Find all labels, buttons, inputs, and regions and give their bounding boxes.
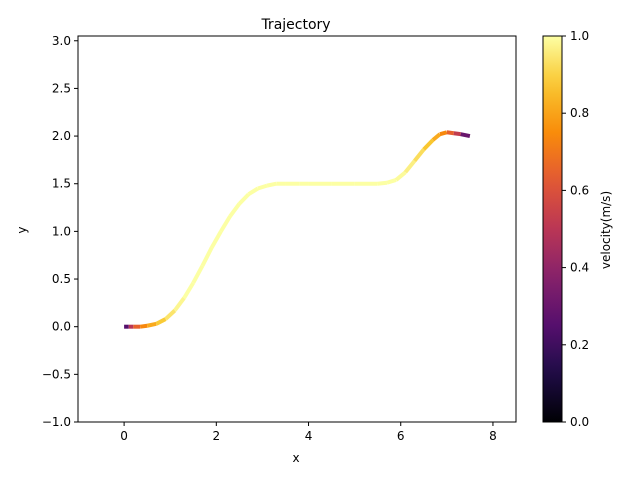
- axes-frame: [77, 35, 517, 423]
- trajectory-segment: [446, 130, 455, 136]
- trajectory-segment: [403, 159, 417, 174]
- colorbar-tick-label: 1.0: [570, 29, 589, 43]
- trajectory-segment: [200, 246, 214, 267]
- trajectory-segment: [164, 309, 177, 321]
- y-tick-label: −0.5: [42, 367, 71, 381]
- x-tick-label: 8: [489, 429, 497, 443]
- x-axis-label: x: [292, 451, 299, 465]
- plot-area: 0 2 4 6 8 −1.0 −0.5 0.0 0.5 1.0 1.5 2.0 2.5 3.0: [42, 34, 517, 443]
- colorbar-tick-label: 0.6: [570, 183, 589, 197]
- trajectory-segment: [266, 181, 277, 188]
- y-tick-label: 2.0: [52, 129, 71, 143]
- y-tick-label: 1.0: [52, 224, 71, 238]
- colorbar: 0.0 0.2 0.4 0.6 0.8 1.0: [542, 29, 589, 429]
- colorbar-gradient: [542, 35, 563, 423]
- trajectory-segment: [155, 317, 167, 326]
- y-axis-label: y: [15, 226, 29, 233]
- trajectory-segment: [182, 281, 195, 300]
- trajectory-segment: [191, 264, 205, 284]
- trajectory-segment: [394, 170, 407, 182]
- x-tick-label: 0: [120, 429, 128, 443]
- trajectory-segment: [439, 130, 448, 137]
- y-tick-label: −1.0: [42, 415, 71, 429]
- trajectory-segment: [431, 132, 442, 142]
- y-tick-label: 0.0: [52, 320, 71, 334]
- y-tick-label: 3.0: [52, 34, 71, 48]
- chart-title: Trajectory: [260, 17, 330, 33]
- colorbar-label: velocity(m/s): [599, 191, 613, 269]
- trajectory-segment: [377, 180, 388, 186]
- trajectory-segment: [146, 321, 157, 328]
- x-tick-label: 6: [397, 429, 405, 443]
- trajectory-segment: [209, 230, 223, 249]
- trajectory-segment: [257, 183, 268, 191]
- trajectory-segment: [228, 202, 241, 218]
- trajectory-segment: [139, 323, 148, 329]
- trajectory-segment: [460, 132, 471, 139]
- colorbar-tick-label: 0.8: [570, 106, 589, 120]
- colorbar-tick-label: 0.2: [570, 338, 589, 352]
- trajectory-segment: [219, 215, 232, 233]
- trajectory-segment: [422, 138, 435, 151]
- y-tick-label: 0.5: [52, 272, 71, 286]
- trajectory-segment: [173, 296, 186, 312]
- trajectory-segment: [453, 131, 461, 137]
- y-tick-label: 2.5: [52, 81, 71, 95]
- y-tick-label: 1.5: [52, 177, 71, 191]
- colorbar-tick-label: 0.4: [570, 261, 589, 275]
- x-tick-label: 2: [212, 429, 220, 443]
- trajectory-segment: [413, 148, 426, 163]
- colorbar-tick-label: 0.0: [570, 415, 589, 429]
- trajectory-segment: [237, 192, 251, 206]
- trajectory-segment: [247, 186, 259, 196]
- trajectory-segment: [386, 178, 397, 185]
- x-tick-label: 4: [305, 429, 313, 443]
